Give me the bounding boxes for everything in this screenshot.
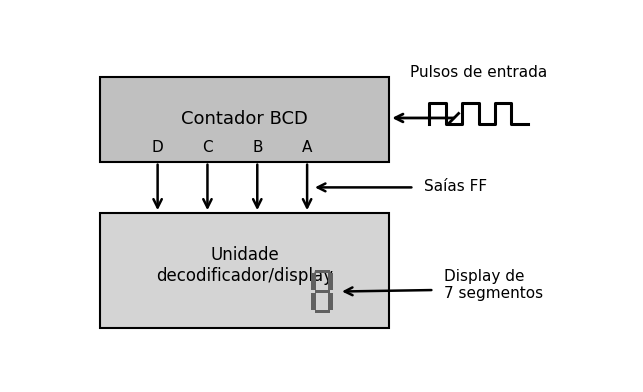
Bar xyxy=(100,213,390,328)
Text: decodificador/display: decodificador/display xyxy=(156,267,333,285)
Bar xyxy=(329,273,333,290)
Bar xyxy=(314,290,330,293)
Bar xyxy=(329,293,333,310)
Text: A: A xyxy=(302,140,312,155)
Text: Saías FF: Saías FF xyxy=(424,179,487,194)
Text: B: B xyxy=(252,140,262,155)
Text: Pulsos de entrada: Pulsos de entrada xyxy=(410,65,548,80)
Bar xyxy=(311,293,316,310)
Bar xyxy=(100,77,390,162)
Text: D: D xyxy=(152,140,163,155)
Text: Display de: Display de xyxy=(444,269,525,284)
Bar xyxy=(311,273,316,290)
Text: Contador BCD: Contador BCD xyxy=(181,111,308,129)
Text: 7 segmentos: 7 segmentos xyxy=(444,285,543,301)
Bar xyxy=(314,310,330,313)
Bar xyxy=(314,270,330,273)
Text: C: C xyxy=(202,140,213,155)
Text: Unidade: Unidade xyxy=(210,246,279,264)
